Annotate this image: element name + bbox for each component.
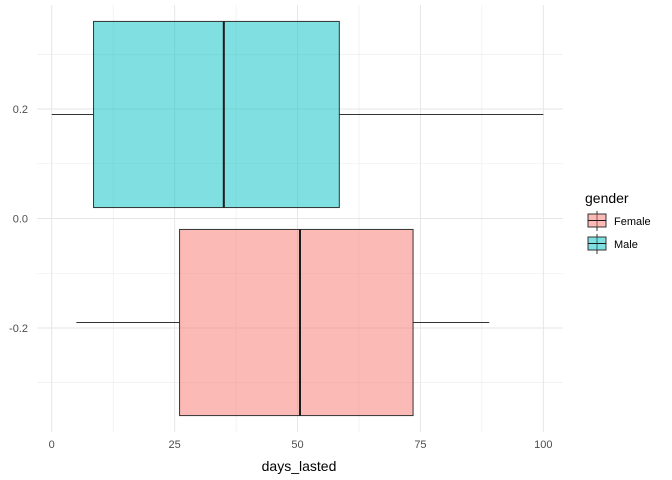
x-tick-label: 100	[534, 439, 552, 451]
legend-item-female: Female	[587, 211, 651, 231]
x-axis-title: days_lasted	[262, 458, 337, 474]
box-male	[51, 20, 544, 209]
legend-label-male: Male	[614, 239, 638, 251]
y-tick-label: 0.0	[13, 214, 28, 226]
y-tick-label: -0.2	[9, 323, 28, 335]
x-tick-label: 0	[49, 439, 55, 451]
box-rect-female	[179, 228, 414, 417]
x-tick-label: 50	[291, 439, 303, 451]
x-tick-label: 75	[414, 439, 426, 451]
x-tick-label: 25	[169, 439, 181, 451]
box-rect-male	[93, 20, 340, 209]
x-axis-tick-labels: 0 25 50 75 100	[49, 439, 553, 451]
legend-title: gender	[585, 190, 629, 206]
legend: gender Female Male	[585, 190, 651, 254]
box-female	[76, 228, 490, 417]
y-tick-label: 0.2	[13, 104, 28, 116]
legend-item-male: Male	[587, 234, 638, 254]
boxplot-boxes	[51, 20, 544, 417]
y-axis-tick-labels: -0.2 0.0 0.2	[9, 104, 28, 335]
legend-label-female: Female	[614, 216, 651, 228]
